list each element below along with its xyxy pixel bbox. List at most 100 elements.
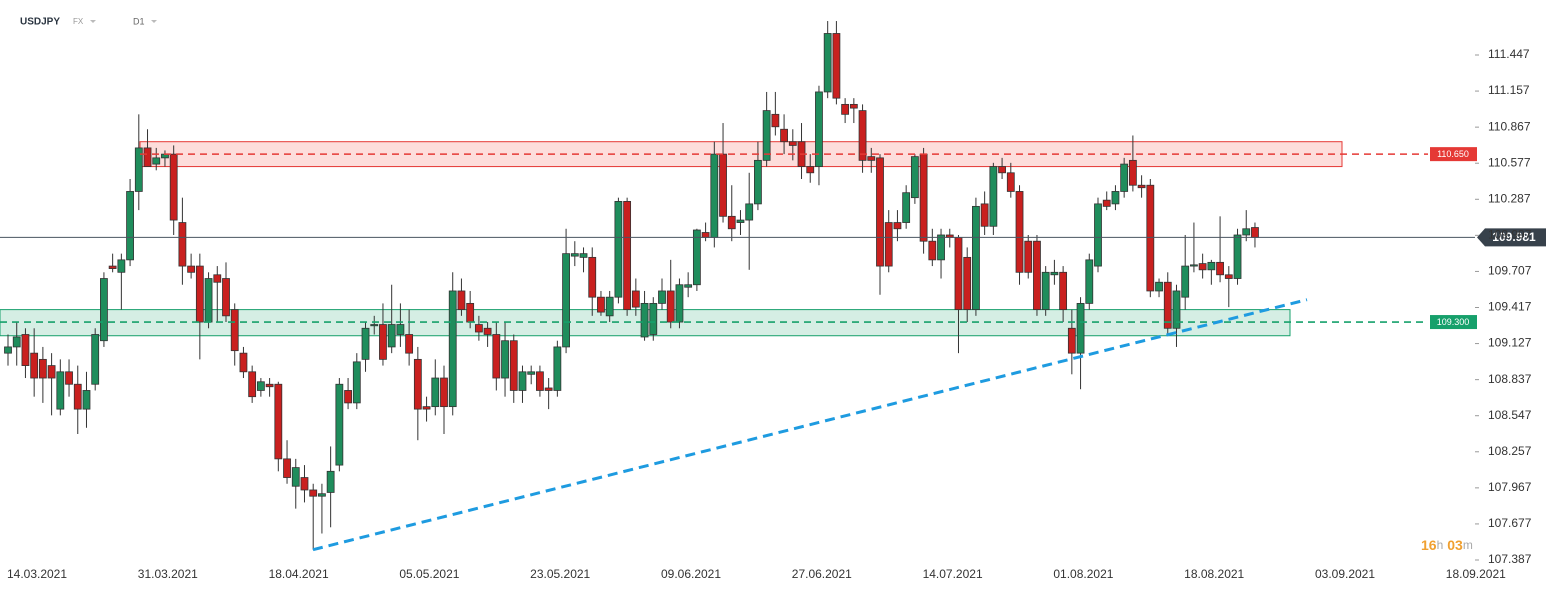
countdown-unit: h: [1437, 538, 1444, 552]
candle-body: [38, 358, 47, 379]
timeframe[interactable]: D1: [133, 16, 145, 26]
x-tick-label: 05.05.2021: [399, 567, 459, 581]
y-tick-label: 108.547: [1488, 408, 1532, 422]
candle-body: [963, 256, 972, 311]
candle-body: [265, 383, 274, 388]
candle-body: [701, 232, 710, 238]
candle-body: [640, 302, 649, 338]
candle-body: [614, 201, 623, 298]
candle-body: [631, 290, 640, 308]
candle-body: [876, 157, 884, 267]
y-tick-label: 109.997: [1488, 228, 1532, 242]
symbol[interactable]: USDJPY: [20, 17, 60, 28]
candle-body: [47, 365, 56, 379]
candle-body: [780, 128, 788, 143]
candle-body: [1059, 271, 1068, 311]
candle-body: [91, 334, 100, 385]
y-tick-label: 109.707: [1488, 264, 1532, 278]
candle-body: [370, 324, 379, 327]
y-tick-label: 110.577: [1488, 155, 1531, 169]
candles: [4, 21, 1259, 550]
candle-body: [536, 371, 544, 391]
candle-body: [431, 377, 440, 408]
candle-body: [937, 234, 945, 261]
candle-body: [754, 159, 762, 205]
dropdown-arrow[interactable]: [90, 20, 96, 23]
candle-body: [806, 166, 815, 174]
level-label: 110.650: [1437, 149, 1469, 159]
candle-body: [143, 147, 152, 167]
candle-body: [544, 387, 553, 391]
market: FX: [73, 17, 84, 26]
candle-body: [527, 371, 536, 375]
candle-body: [65, 371, 73, 385]
candle-body: [815, 91, 823, 167]
candle-body: [1224, 274, 1233, 279]
candle-body: [1050, 271, 1059, 276]
candle-body: [1190, 264, 1198, 267]
candle-body: [230, 309, 239, 352]
candle-body: [832, 33, 841, 99]
candle-body: [1120, 163, 1129, 192]
candle-body: [56, 371, 65, 410]
candle-body: [405, 334, 414, 354]
candle-body: [928, 240, 937, 261]
candle-body: [134, 147, 143, 192]
candle-body: [623, 201, 632, 311]
candle-body: [867, 156, 876, 161]
y-tick-label: 107.967: [1488, 480, 1532, 494]
candle-body: [509, 340, 518, 391]
candle-body: [1163, 281, 1172, 329]
candle-body: [413, 358, 422, 410]
candle-body: [1094, 203, 1102, 267]
x-tick-label: 23.05.2021: [530, 567, 590, 581]
candle-body: [126, 191, 134, 261]
candle-body: [335, 383, 344, 466]
candle-body: [1233, 234, 1242, 279]
candle-body: [100, 278, 108, 342]
candle-body: [396, 324, 405, 335]
trendline: [312, 298, 1308, 552]
candle-body: [30, 352, 39, 379]
candle-body: [169, 153, 178, 221]
candle-body: [570, 253, 579, 257]
candle-body: [152, 157, 161, 165]
y-tick-label: 108.837: [1488, 372, 1532, 386]
candle-body: [448, 290, 457, 408]
candle-body: [1111, 191, 1120, 205]
candle-body: [1251, 227, 1259, 238]
countdown: 16h 03m: [1421, 537, 1473, 553]
candle-body: [291, 467, 300, 487]
y-tick-label: 110.287: [1488, 191, 1531, 205]
candle-body: [649, 302, 658, 335]
candle-body: [658, 290, 666, 304]
candle-body: [300, 477, 309, 491]
candle-body: [919, 153, 928, 242]
candle-body: [1102, 199, 1111, 207]
candle-body: [1085, 259, 1094, 304]
candle-body: [745, 203, 754, 221]
candle-body: [666, 290, 675, 323]
candle-body: [823, 33, 832, 93]
y-tick-label: 111.157: [1488, 83, 1530, 97]
candle-body: [562, 253, 570, 348]
candle-body: [21, 334, 30, 366]
candle-body: [379, 324, 387, 360]
candle-body: [1216, 261, 1224, 276]
candle-body: [309, 489, 318, 497]
candle-body: [1137, 184, 1146, 189]
candle-body: [1207, 261, 1216, 271]
annotations: 110.650 109.300: [0, 147, 1477, 552]
level-label-box: [1430, 315, 1477, 330]
countdown-hours: 16: [1421, 537, 1437, 553]
candle-body: [457, 290, 466, 311]
candle-body: [492, 334, 501, 379]
candle-body: [605, 296, 614, 317]
candle-body: [466, 302, 475, 323]
candle-body: [501, 340, 509, 379]
candle-body: [1024, 240, 1033, 273]
dropdown-arrow[interactable]: [151, 20, 157, 23]
y-tick-label: 107.387: [1488, 552, 1532, 566]
candle-body: [361, 327, 370, 360]
